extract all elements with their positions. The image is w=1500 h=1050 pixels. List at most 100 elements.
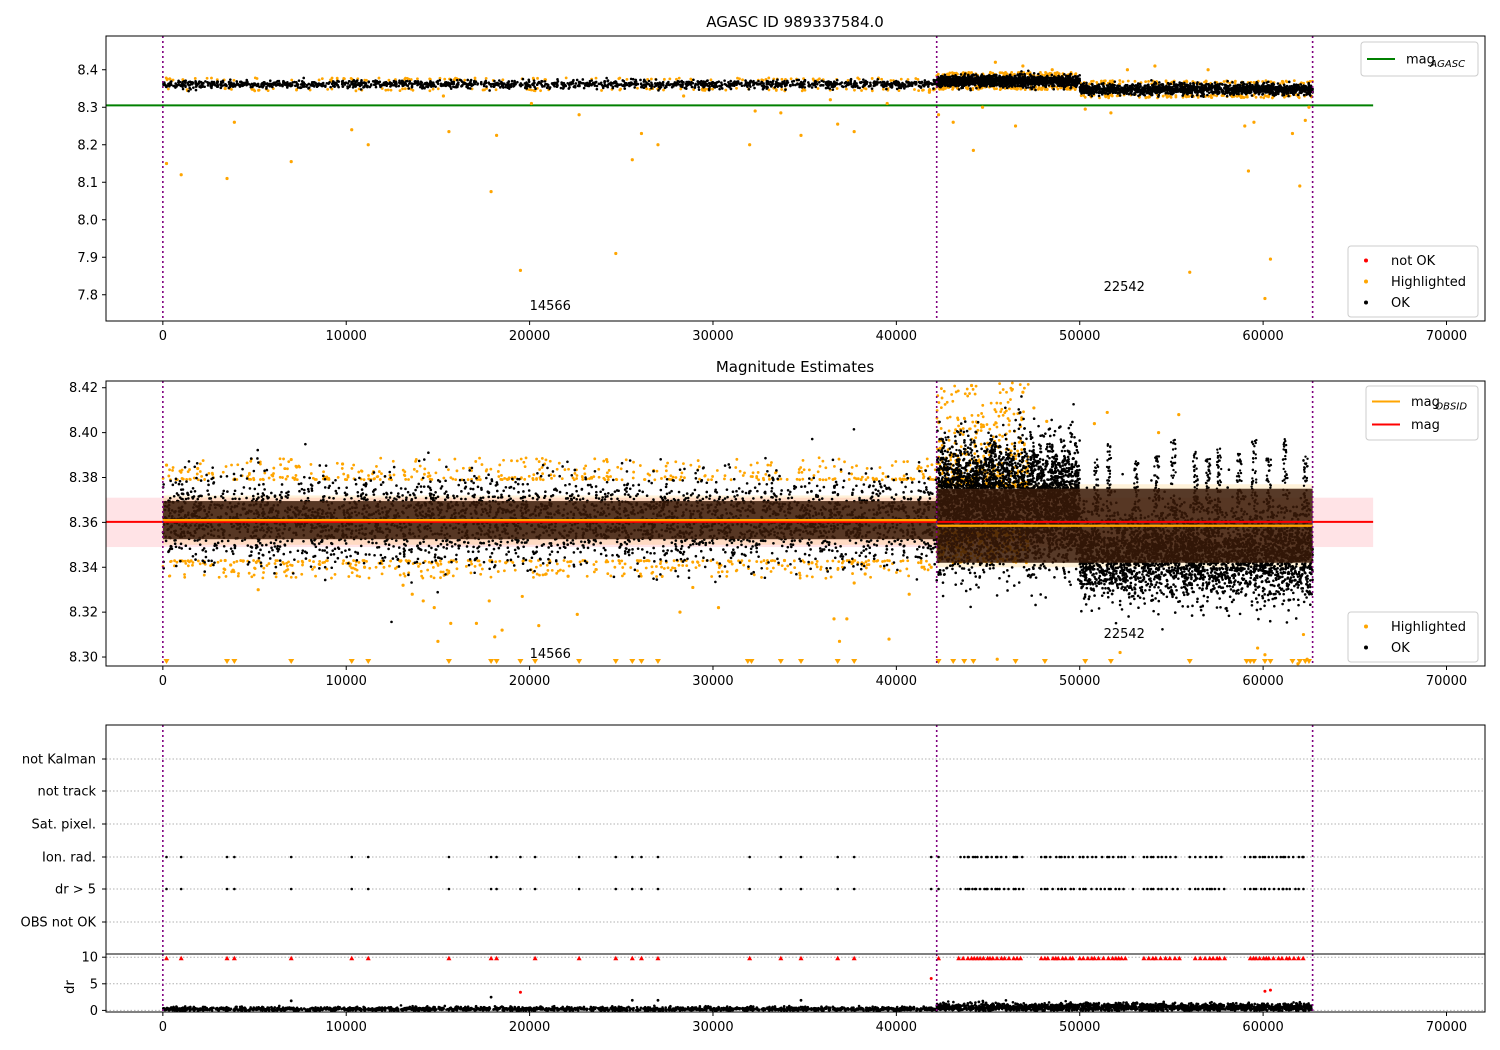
ok-point <box>489 85 493 88</box>
ok-point <box>295 84 299 87</box>
ok-point <box>1192 82 1195 86</box>
ok-point <box>961 86 964 90</box>
ok-point <box>421 85 425 88</box>
ok-point <box>386 82 389 85</box>
ok-point <box>674 84 678 87</box>
ok-point <box>897 81 901 85</box>
highlighted-point <box>1220 94 1224 97</box>
ok-point <box>973 82 977 85</box>
ok-point <box>777 82 780 85</box>
highlighted-point <box>1090 80 1093 83</box>
highlighted-point <box>711 87 714 91</box>
ok-point <box>984 81 987 85</box>
ok-point <box>815 82 819 86</box>
ok-point <box>959 73 963 76</box>
ok-point <box>824 86 828 90</box>
ok-point <box>580 81 583 85</box>
ok-point <box>647 79 651 83</box>
ok-point <box>543 80 547 83</box>
ok-point <box>830 83 834 87</box>
highlighted-point <box>1043 88 1047 91</box>
ok-point <box>525 81 528 84</box>
ok-point <box>1027 76 1031 80</box>
ok-point <box>286 81 289 84</box>
ok-point <box>952 75 955 78</box>
highlighted-point <box>946 72 950 76</box>
ok-point <box>810 86 814 89</box>
highlighted-point <box>1185 80 1189 84</box>
ok-point <box>450 80 454 84</box>
ok-point <box>946 80 950 83</box>
highlighted-point <box>428 89 432 93</box>
ok-point <box>1266 84 1269 87</box>
highlighted-point <box>600 89 603 92</box>
highlighted-point <box>818 77 821 81</box>
ok-point <box>1059 84 1062 87</box>
ok-point <box>1195 82 1199 86</box>
highlighted-point <box>1254 95 1258 99</box>
ok-point <box>506 84 510 87</box>
ok-point <box>162 83 165 87</box>
ok-point <box>865 82 868 86</box>
ok-point <box>1184 88 1188 92</box>
ok-point <box>291 81 295 84</box>
highlighted-point <box>411 88 415 92</box>
ok-point <box>611 86 615 90</box>
highlighted-point <box>403 78 407 81</box>
highlighted-point <box>897 89 901 92</box>
ok-point <box>932 87 935 90</box>
highlighted-point <box>193 77 197 80</box>
ok-point <box>184 79 187 83</box>
ok-point <box>609 81 613 84</box>
ok-point <box>1032 80 1036 84</box>
highlighted-point <box>1285 80 1289 84</box>
ok-point <box>492 85 496 89</box>
highlighted-point <box>1185 95 1188 99</box>
ok-point <box>546 83 549 86</box>
highlighted-point <box>767 76 771 80</box>
highlighted-point <box>329 78 332 82</box>
ok-point <box>963 72 967 75</box>
highlighted-point <box>1126 79 1130 83</box>
ok-point <box>811 82 814 86</box>
ok-point <box>1248 81 1251 85</box>
highlighted-point <box>864 87 868 91</box>
highlighted-point <box>846 79 850 82</box>
highlighted-point <box>954 71 958 75</box>
ok-point <box>712 84 716 88</box>
highlighted-point <box>1014 87 1017 91</box>
ok-point <box>459 79 463 82</box>
ok-point <box>686 80 690 84</box>
ok-point <box>879 81 882 84</box>
ok-point <box>1097 91 1101 95</box>
ok-point <box>1040 82 1044 86</box>
ok-point <box>1069 85 1073 89</box>
ok-point <box>512 85 515 88</box>
highlighted-point <box>1265 94 1269 98</box>
ok-point <box>1221 83 1224 86</box>
ok-point <box>398 82 402 85</box>
ok-point <box>629 77 633 81</box>
ok-point <box>224 83 227 86</box>
ok-point <box>730 82 734 86</box>
highlighted-point <box>1166 95 1170 98</box>
highlighted-point <box>789 77 793 81</box>
highlighted-point <box>1174 94 1178 97</box>
highlighted-point <box>1206 68 1210 72</box>
ok-point <box>559 86 563 90</box>
highlighted-point <box>564 76 568 80</box>
ok-point <box>216 81 219 85</box>
ok-point <box>622 79 626 83</box>
ok-point <box>318 83 322 86</box>
highlighted-point <box>1025 72 1029 75</box>
ok-point <box>413 82 417 85</box>
highlighted-point <box>1188 270 1192 274</box>
highlighted-point <box>860 89 863 92</box>
ok-point <box>219 86 223 89</box>
ok-point <box>285 83 288 86</box>
highlighted-point <box>800 89 804 93</box>
ok-point <box>181 82 184 85</box>
ok-point <box>1068 74 1072 78</box>
highlighted-point <box>431 87 435 91</box>
highlighted-point <box>618 76 622 80</box>
